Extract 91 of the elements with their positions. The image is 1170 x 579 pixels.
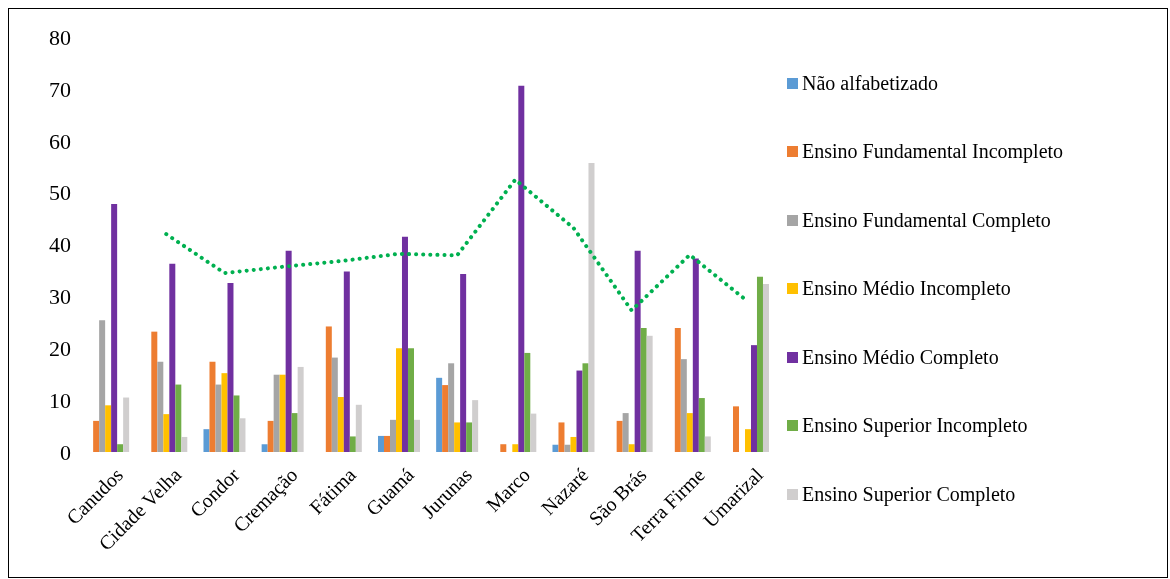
- bar: [692, 258, 699, 452]
- bar: [203, 429, 210, 452]
- bar: [233, 395, 240, 452]
- bar: [628, 444, 635, 452]
- bar: [401, 236, 408, 452]
- bar: [227, 282, 234, 452]
- bar: [221, 373, 228, 452]
- bar: [355, 404, 362, 452]
- y-tick-label: 20: [49, 336, 71, 362]
- bar: [279, 374, 286, 452]
- y-tick-label: 60: [49, 128, 71, 154]
- legend-label: Ensino Médio Completo: [802, 345, 999, 369]
- bar: [273, 374, 280, 452]
- bar: [500, 444, 507, 452]
- bar: [460, 274, 467, 452]
- bar: [616, 420, 623, 452]
- y-tick-label: 30: [49, 284, 71, 310]
- legend-label: Ensino Fundamental Incompleto: [802, 140, 1064, 164]
- bar: [331, 357, 338, 452]
- bar: [564, 444, 571, 452]
- bar: [209, 361, 216, 452]
- bar: [337, 397, 344, 452]
- y-tick-label: 70: [49, 76, 71, 102]
- bar: [297, 366, 304, 452]
- bar: [750, 345, 757, 452]
- bar: [704, 436, 711, 452]
- bar: [99, 320, 106, 452]
- bar: [267, 420, 274, 452]
- y-tick-label: 10: [49, 387, 71, 413]
- bar: [576, 370, 583, 452]
- bar: [343, 271, 350, 452]
- bar: [570, 436, 577, 452]
- bar: [105, 405, 112, 452]
- bar: [325, 326, 332, 452]
- bar: [117, 444, 124, 452]
- bar: [389, 419, 396, 452]
- bar: [123, 397, 130, 452]
- bar: [686, 413, 693, 452]
- bar: [448, 363, 455, 452]
- bar: [732, 406, 739, 452]
- bar: [622, 413, 629, 452]
- bar: [377, 435, 384, 452]
- bar: [175, 384, 182, 452]
- legend-label: Ensino Médio Incompleto: [802, 277, 1011, 301]
- bar: [634, 250, 641, 452]
- legend-label: Ensino Superior Incompleto: [802, 414, 1028, 438]
- bar: [261, 444, 268, 452]
- bar: [93, 420, 100, 452]
- y-tick-label: 0: [60, 439, 71, 465]
- bar: [285, 250, 292, 452]
- bar: [674, 328, 681, 452]
- bar: [413, 419, 420, 452]
- bar: [239, 418, 246, 452]
- bar: [558, 422, 565, 452]
- bar: [680, 359, 687, 452]
- legend-label: Ensino Superior Completo: [802, 482, 1016, 506]
- bar: [472, 400, 479, 452]
- bar: [762, 283, 769, 452]
- bar: [395, 348, 402, 452]
- bar: [552, 444, 559, 452]
- bar: [291, 413, 298, 452]
- bar: [530, 413, 537, 452]
- bar: [436, 377, 443, 452]
- bar: [698, 398, 705, 452]
- bar: [582, 363, 589, 452]
- bar: [640, 328, 647, 452]
- bar: [524, 352, 531, 452]
- bar: [466, 422, 473, 452]
- bar: [157, 361, 164, 452]
- bar: [111, 204, 118, 452]
- bar: [512, 444, 519, 452]
- bar: [744, 429, 751, 452]
- bar: [215, 384, 222, 452]
- y-tick-label: 40: [49, 232, 71, 258]
- bar: [454, 422, 461, 452]
- bar: [646, 335, 653, 452]
- legend-label: Ensino Fundamental Completo: [802, 208, 1051, 232]
- y-tick-label: 80: [49, 24, 71, 50]
- bar: [407, 348, 414, 452]
- bar: [169, 263, 176, 452]
- bar: [588, 163, 595, 452]
- bar: [756, 276, 763, 452]
- bar: [151, 331, 158, 452]
- bar: [163, 414, 170, 452]
- legend-label: Não alfabetizado: [802, 71, 939, 95]
- y-tick-label: 50: [49, 180, 71, 206]
- bar: [383, 435, 390, 452]
- bar: [518, 85, 525, 452]
- bar: [181, 436, 188, 452]
- bar: [442, 385, 449, 452]
- bar: [349, 436, 356, 452]
